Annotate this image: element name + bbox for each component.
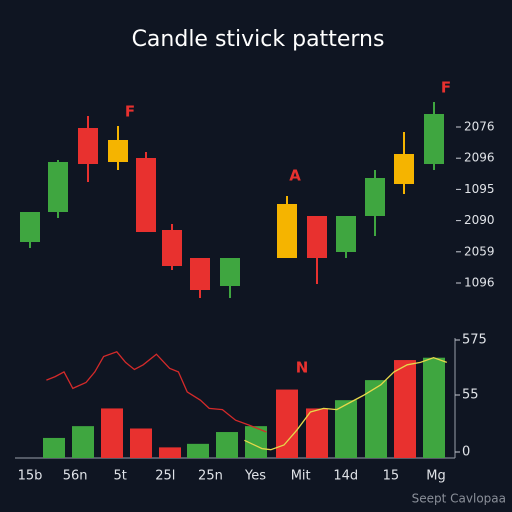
x-tick-label: 56n [63,469,88,484]
x-tick-label: 15 [383,469,400,484]
candle-body [336,216,356,252]
x-tick-label: 15b [18,469,43,484]
x-tick-label: 25n [198,469,223,484]
x-tick-label: Yes [244,469,266,484]
bar [276,389,298,458]
line-series [244,357,448,451]
bar [394,360,416,458]
annotation: F [441,79,451,97]
y-tick-label: 1095 [464,182,495,196]
bar [43,437,65,458]
y-tick-label: 0 [462,445,470,460]
bar [216,432,238,458]
bar [335,400,357,458]
annotation: F [125,103,135,121]
x-tick-label: 25l [155,469,175,484]
bar [423,357,445,458]
annotation: A [289,167,301,185]
x-tick-label: Mit [291,469,311,484]
x-tick-label: Mg [426,469,445,484]
candle-body [108,140,128,162]
y-tick-label: 55 [462,388,479,403]
candle-body [394,154,414,184]
bar [245,426,267,458]
candle-body [78,128,98,164]
candle-body [190,258,210,290]
y-tick-label: 2090 [464,213,495,227]
bar [187,443,209,458]
x-tick-label: 14d [333,469,358,484]
bar [365,380,387,458]
candle-body [162,230,182,266]
x-tick-label: 5t [114,469,127,484]
chart-title: Candle stivick patterns [132,27,385,52]
y-tick-label: 1096 [464,276,495,290]
bar [72,426,94,458]
annotation: N [296,359,309,377]
candle-body [424,114,444,164]
candle-body [277,204,297,258]
candle-body [136,158,156,232]
candle-body [20,212,40,242]
bar [306,408,328,458]
y-tick-label: 2096 [464,151,495,165]
y-tick-label: 2076 [464,120,495,134]
candle-body [365,178,385,216]
bar [159,447,181,458]
y-tick-label: 575 [462,333,487,348]
bar [130,428,152,458]
candle-body [48,162,68,212]
bar [101,408,123,458]
line-series [46,351,267,433]
watermark: Seept Cavlopaa [412,492,506,506]
candle-body [220,258,240,286]
candle-body [307,216,327,258]
y-tick-label: 2059 [464,244,495,258]
